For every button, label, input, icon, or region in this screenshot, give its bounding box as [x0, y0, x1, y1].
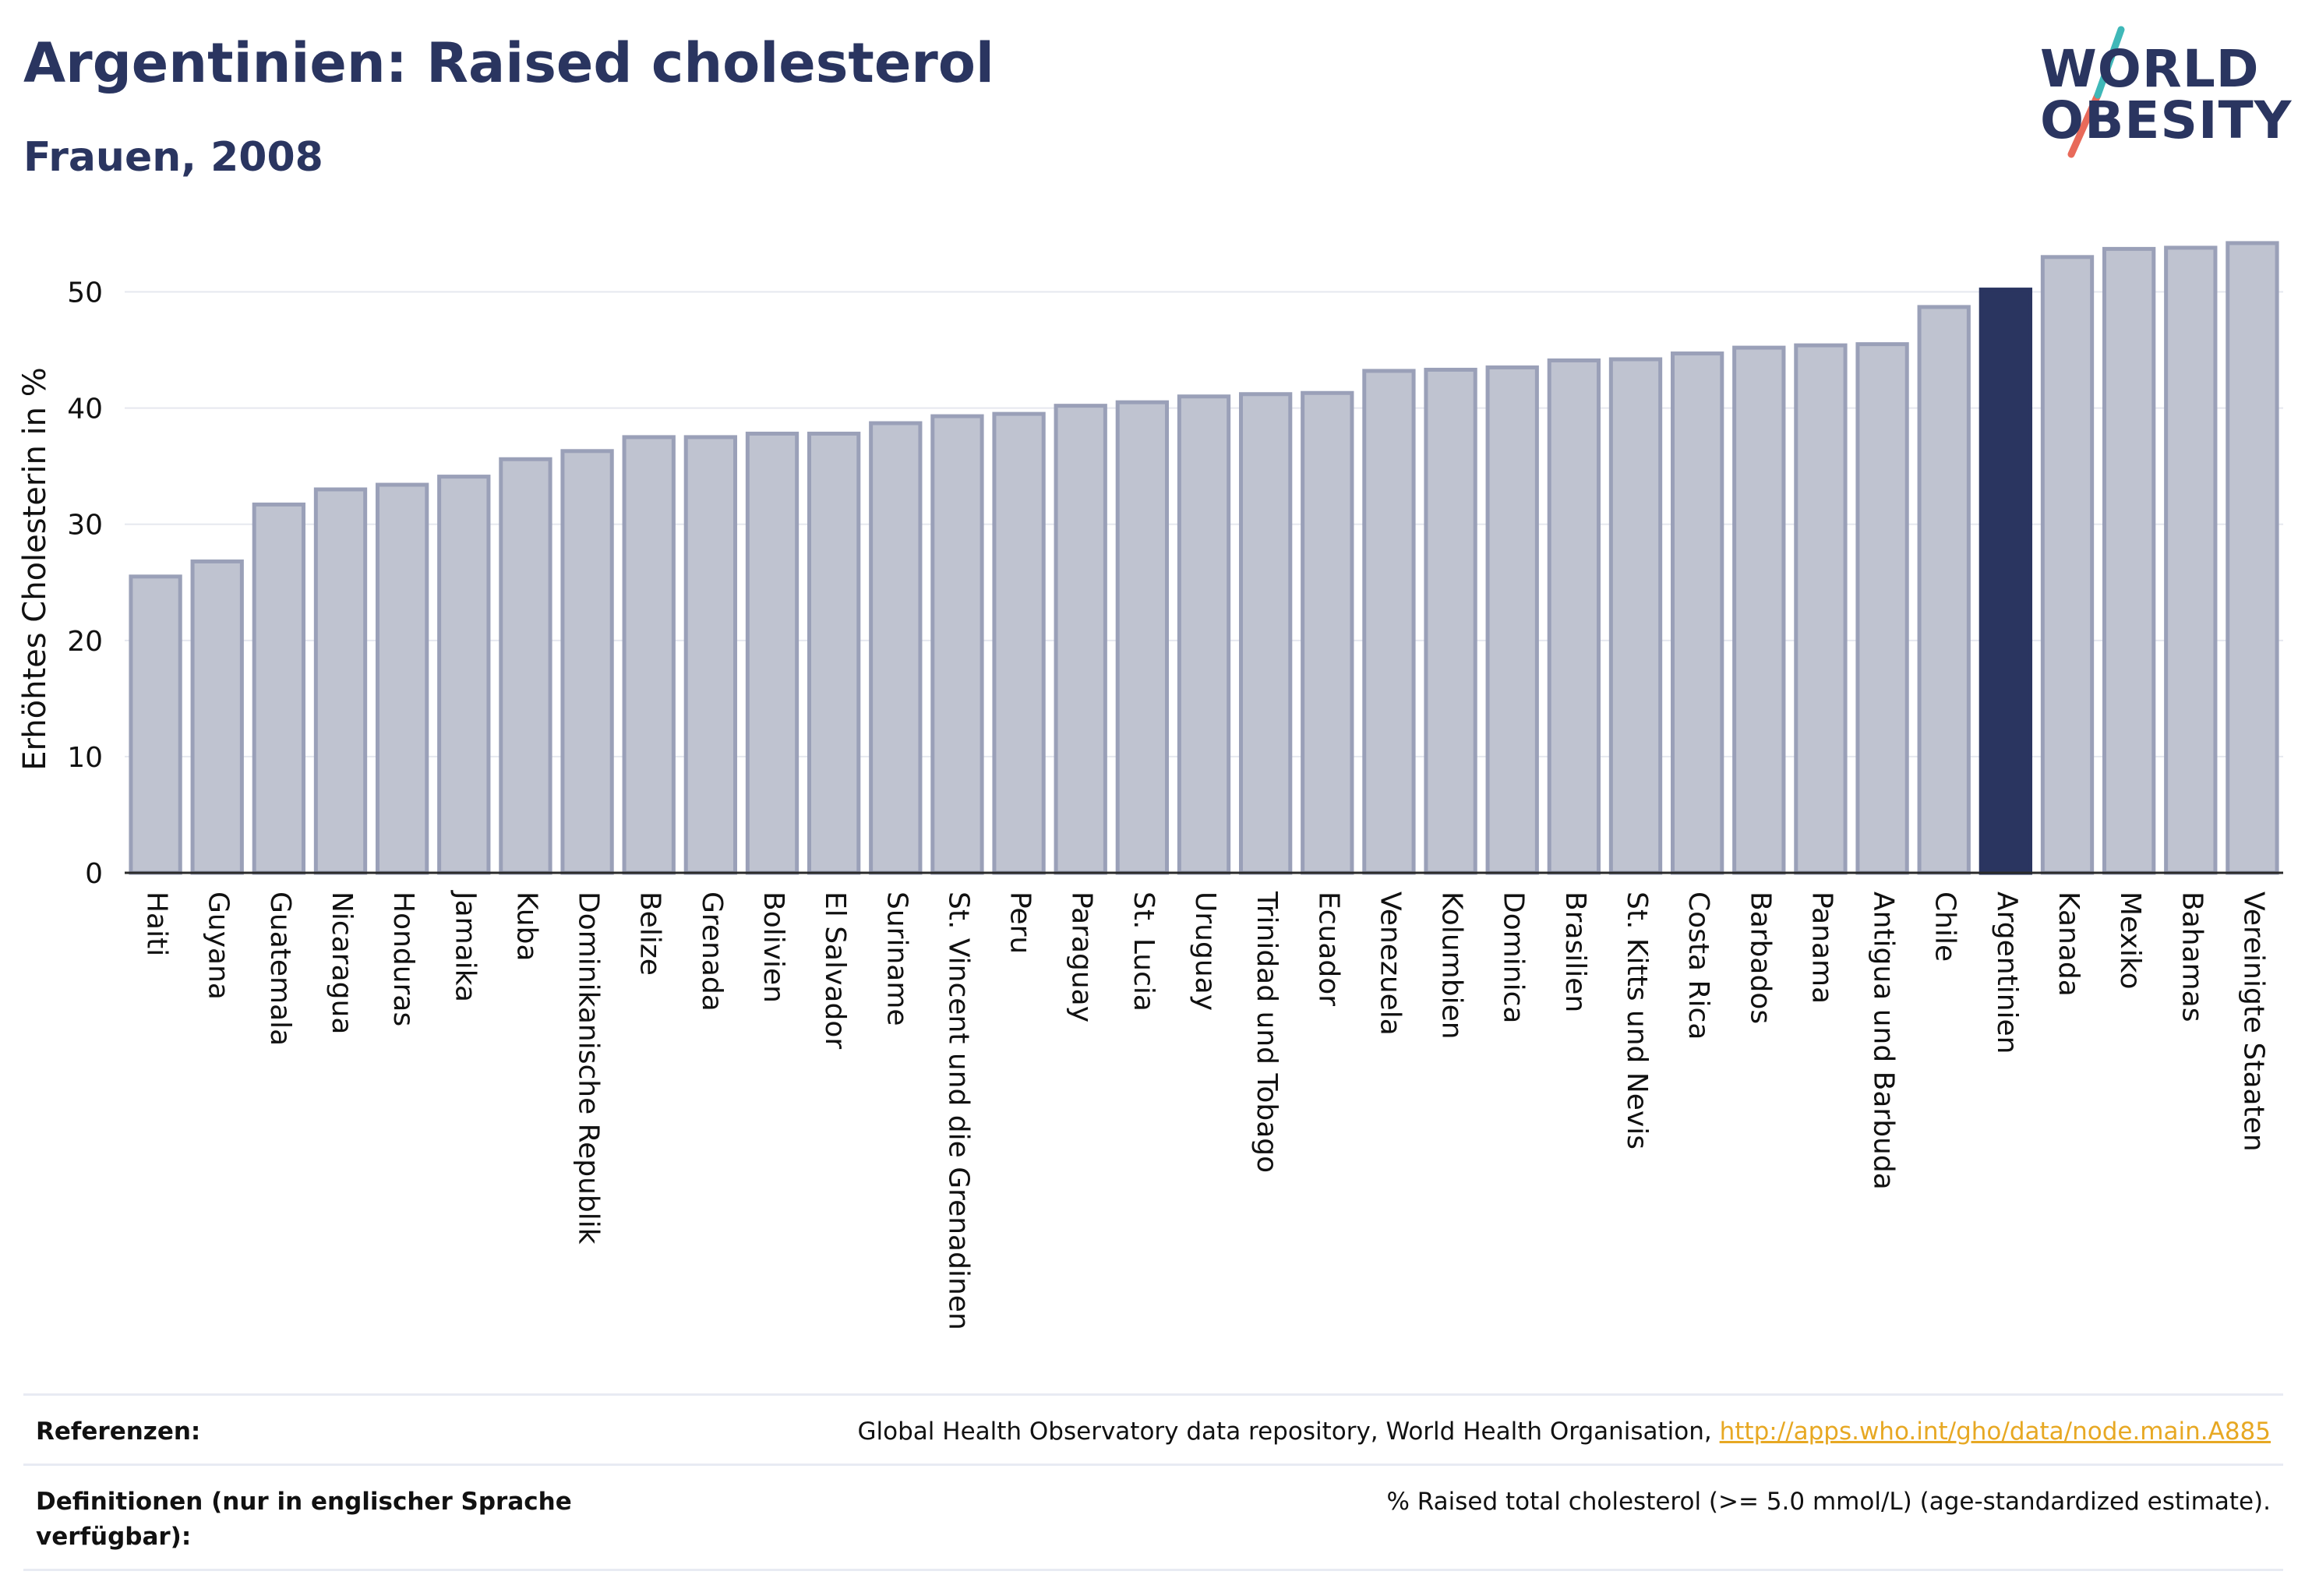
chart-subtitle: Frauen, 2008: [23, 134, 323, 181]
bar[interactable]: [437, 475, 491, 875]
x-tick-label: Honduras: [387, 892, 419, 1026]
bar[interactable]: [1732, 345, 1786, 875]
bar[interactable]: [252, 502, 306, 875]
bar[interactable]: [1177, 394, 1231, 875]
x-tick-label: Antigua und Barbuda: [1868, 892, 1900, 1190]
bar[interactable]: [869, 421, 923, 875]
x-tick-label: Bolivien: [757, 892, 789, 1003]
x-tick-label: Guyana: [203, 892, 235, 1000]
bar[interactable]: [1855, 342, 1909, 875]
x-tick-label: Trinidad und Tobago: [1251, 891, 1283, 1173]
bar[interactable]: [2164, 245, 2218, 875]
y-tick-label: 20: [67, 626, 103, 658]
x-tick-label: Uruguay: [1189, 892, 1221, 1011]
x-tick-label: Bahamas: [2176, 892, 2208, 1022]
bar[interactable]: [313, 487, 368, 875]
references-label: Referenzen:: [36, 1418, 201, 1446]
bar[interactable]: [1238, 392, 1293, 875]
definitions-label: Definitionen (nur in englischer Sprache …: [36, 1487, 572, 1551]
y-tick-label: 0: [85, 858, 103, 890]
x-tick-label: Jamaika: [449, 890, 481, 1002]
references-value: Global Health Observatory data repositor…: [858, 1414, 2271, 1449]
bar[interactable]: [622, 435, 676, 875]
definitions-row: Definitionen (nur in englischer Sprache …: [23, 1463, 2283, 1571]
x-tick-label: St. Vincent und die Grenadinen: [942, 892, 974, 1330]
y-tick-label: 40: [67, 394, 103, 425]
bar[interactable]: [1115, 400, 1170, 875]
bar[interactable]: [2226, 241, 2279, 875]
x-tick-label: Nicaragua: [326, 892, 358, 1034]
y-tick-label: 30: [67, 510, 103, 542]
logo-text-line1: WORLD: [2040, 39, 2260, 99]
y-tick-label: 10: [67, 742, 103, 774]
bar[interactable]: [2102, 246, 2156, 875]
references-row: Referenzen: Global Health Observatory da…: [23, 1393, 2283, 1464]
bar[interactable]: [1054, 404, 1107, 875]
chart-title: Argentinien: Raised cholesterol: [23, 31, 994, 95]
bar[interactable]: [129, 574, 182, 875]
x-tick-label: Vereinigte Staaten: [2237, 892, 2269, 1152]
x-tick-label: Dominikanische Republik: [573, 892, 605, 1245]
definitions-value: % Raised total cholesterol (>= 5.0 mmol/…: [1386, 1487, 2271, 1516]
bar[interactable]: [375, 482, 429, 875]
bar[interactable]: [1978, 288, 2033, 875]
y-axis-label: Erhöhtes Cholesterin in %: [17, 367, 53, 770]
x-tick-label: St. Lucia: [1128, 892, 1160, 1012]
bar[interactable]: [1362, 369, 1416, 875]
x-tick-label: Peru: [1004, 892, 1036, 954]
axis-layer: 0 10 20 30 40 50 Haiti Guyana Guatemala Nicaragua…: [67, 277, 2283, 1330]
x-tick-label: Ecuador: [1312, 892, 1344, 1006]
bar-layer: [129, 241, 2279, 875]
x-tick-label: Chile: [1929, 892, 1961, 962]
x-tick-label: Grenada: [696, 892, 728, 1012]
x-tick-label: Guatemala: [264, 892, 296, 1046]
x-tick-label: Costa Rica: [1682, 892, 1714, 1040]
x-tick-label: Panama: [1806, 892, 1837, 1004]
references-text: Global Health Observatory data repositor…: [857, 1418, 1720, 1446]
x-tick-label: Haiti: [141, 892, 173, 956]
bar-chart: 0 10 20 30 40 50 Haiti Guyana Guatemala Nicaragua…: [17, 241, 2283, 1330]
bar[interactable]: [1424, 367, 1477, 875]
x-tick-label: Argentinien: [1991, 892, 2023, 1054]
y-tick-label: 50: [67, 277, 103, 309]
bar[interactable]: [499, 457, 552, 875]
bar[interactable]: [1670, 351, 1724, 875]
logo-text-line2: OBESITY: [2040, 90, 2293, 150]
bar[interactable]: [1794, 343, 1848, 875]
x-tick-label: Brasilien: [1559, 892, 1591, 1012]
x-tick-label: Kanada: [2053, 892, 2084, 997]
x-tick-label: El Salvador: [819, 892, 851, 1049]
x-tick-label: Suriname: [881, 892, 912, 1026]
references-link[interactable]: http://apps.who.int/gho/data/node.main.A…: [1719, 1418, 2271, 1446]
bar[interactable]: [745, 431, 800, 875]
bar[interactable]: [190, 559, 244, 875]
bar[interactable]: [992, 411, 1046, 875]
bar[interactable]: [1547, 358, 1601, 875]
x-tick-label: Dominica: [1498, 892, 1530, 1024]
bar[interactable]: [1485, 365, 1539, 875]
x-tick-label: Belize: [634, 892, 666, 976]
bar[interactable]: [807, 431, 861, 875]
x-tick-label: Kuba: [510, 892, 542, 962]
bar[interactable]: [1917, 305, 1971, 875]
bar[interactable]: [1301, 390, 1354, 875]
bar[interactable]: [2040, 255, 2095, 875]
x-tick-label: Barbados: [1744, 892, 1776, 1024]
reference-table: Referenzen: Global Health Observatory da…: [23, 1393, 2283, 1571]
bar[interactable]: [1608, 357, 1663, 875]
x-tick-label: Kolumbien: [1436, 892, 1468, 1040]
bar[interactable]: [560, 449, 614, 875]
logo-slash-icon: [2067, 26, 2125, 158]
x-tick-label: Venezuela: [1374, 892, 1406, 1036]
bar[interactable]: [930, 414, 984, 875]
x-tick-label: Mexiko: [2114, 892, 2146, 989]
x-tick-label: St. Kitts und Nevis: [1621, 892, 1653, 1149]
world-obesity-logo[interactable]: WORLD OBESITY: [2026, 23, 2291, 164]
x-tick-label: Paraguay: [1066, 892, 1098, 1022]
bar[interactable]: [683, 435, 738, 875]
